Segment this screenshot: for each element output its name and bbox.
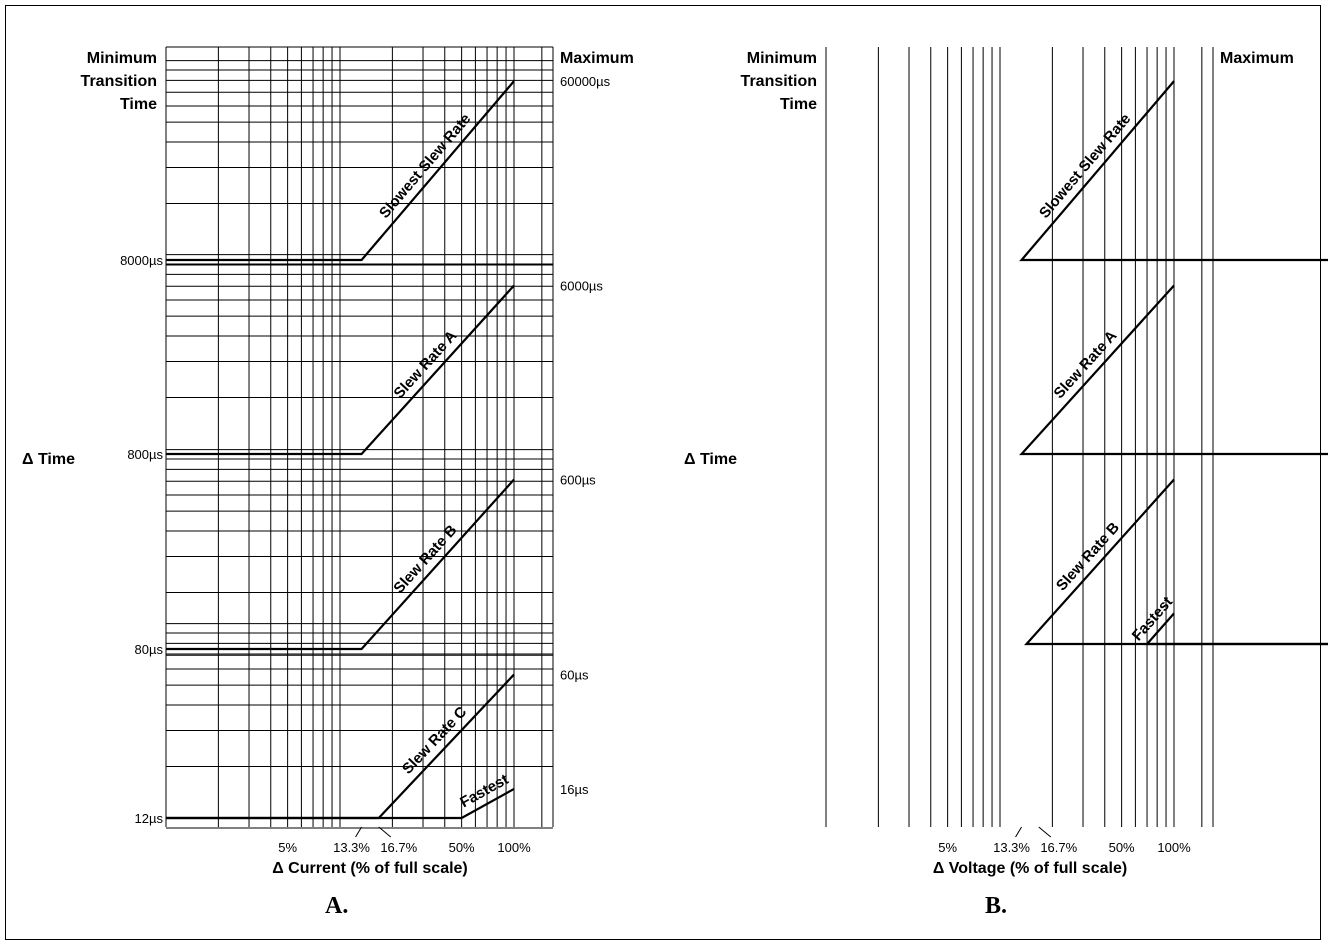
left-axis-header: Transition	[741, 73, 817, 90]
vertical-grid	[825, 47, 1214, 827]
max-time-tick-label: 60000µs	[560, 74, 611, 89]
series-label: Slew Rate A	[391, 327, 461, 402]
max-time-tick-label: 16µs	[560, 782, 589, 797]
right-axis-header: Maximum	[1220, 50, 1294, 67]
min-time-tick-label: 80µs	[135, 642, 164, 657]
x-tick-label: 100%	[497, 840, 531, 855]
x-tick-label: 100%	[1157, 840, 1191, 855]
left-axis-header: Time	[120, 96, 157, 113]
figure-frame	[5, 5, 1321, 940]
series-line	[1019, 80, 1328, 262]
y-axis-label: Δ Time	[684, 451, 737, 468]
x-tick-label: 5%	[938, 840, 957, 855]
series-line	[166, 80, 515, 262]
series-line	[166, 478, 515, 651]
y-axis-label: Δ Time	[22, 451, 75, 468]
x-tick-label: 16.7%	[380, 840, 417, 855]
x-tick-leader	[1038, 826, 1052, 838]
series-line	[166, 787, 515, 820]
vertical-grid	[165, 47, 554, 827]
left-axis-header: Minimum	[747, 50, 817, 67]
left-axis-header: Time	[780, 96, 817, 113]
series-label: Slew Rate B	[1053, 519, 1123, 594]
left-axis-header: Transition	[81, 73, 157, 90]
series-line	[1144, 612, 1328, 646]
panel-label-b: B.	[985, 893, 1008, 919]
x-tick-leader	[355, 826, 362, 838]
max-time-tick-label: 600µs	[560, 473, 596, 488]
series-line	[166, 284, 515, 456]
series-line	[1019, 284, 1328, 456]
x-tick-label: 13.3%	[993, 840, 1030, 855]
x-tick-label: 50%	[1109, 840, 1135, 855]
max-time-tick-label: 6000µs	[560, 279, 603, 294]
x-tick-leader	[378, 826, 392, 838]
x-axis-label: Δ Current (% of full scale)	[272, 860, 468, 877]
series-line	[1024, 478, 1328, 646]
x-tick-label: 16.7%	[1040, 840, 1077, 855]
x-tick-leader	[1015, 826, 1022, 838]
left-axis-header: Minimum	[87, 50, 157, 67]
series-label: Slew Rate A	[1051, 327, 1121, 402]
series-label: Slowest Slew Rate	[376, 110, 474, 221]
x-axis-label: Δ Voltage (% of full scale)	[933, 860, 1127, 877]
min-time-tick-label: 12µs	[135, 811, 164, 826]
panel-label-a: A.	[325, 893, 349, 919]
x-tick-label: 13.3%	[333, 840, 370, 855]
right-axis-header: Maximum	[560, 50, 634, 67]
series-label: Slew Rate B	[390, 522, 460, 597]
min-time-tick-label: 8000µs	[120, 253, 163, 268]
max-time-tick-label: 60µs	[560, 668, 589, 683]
series-label: Slowest Slew Rate	[1036, 110, 1134, 221]
x-tick-label: 5%	[278, 840, 297, 855]
min-time-tick-label: 800µs	[127, 447, 163, 462]
x-tick-label: 50%	[449, 840, 475, 855]
horizontal-grid	[166, 46, 553, 829]
